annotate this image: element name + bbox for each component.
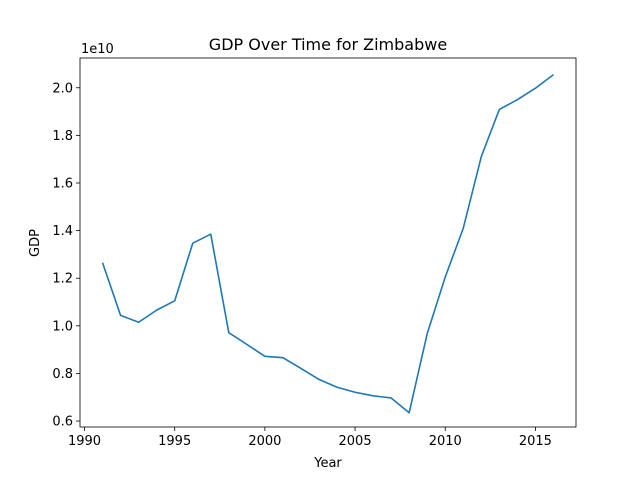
axes-frame xyxy=(79,57,577,428)
y-axis-title: GDP xyxy=(28,229,43,257)
series-line-0 xyxy=(101,74,554,414)
y-tick-label-7: 2.0 xyxy=(52,81,73,96)
y-tick-label-5: 1.6 xyxy=(52,176,73,191)
y-tick-label-4: 1.4 xyxy=(52,224,73,239)
y-tick-label-6: 1.8 xyxy=(52,129,73,144)
chart-title: GDP Over Time for Zimbabwe xyxy=(209,35,447,54)
x-tick-label-1995: 1995 xyxy=(158,434,191,449)
y-tick-label-1: 0.8 xyxy=(52,367,73,382)
x-tick-label-2015: 2015 xyxy=(519,434,552,449)
y-tick-label-0: 0.6 xyxy=(52,415,73,430)
y-tick-label-3: 1.2 xyxy=(52,272,73,287)
x-tick-label-2010: 2010 xyxy=(429,434,462,449)
plot-area: 1990 1995 2000 2005 2010 2015 0.6 0.8 1.0 1.2 1.4 1… xyxy=(52,57,577,449)
y-tick-label-2: 1.0 xyxy=(52,319,73,334)
x-tick-label-2000: 2000 xyxy=(248,434,281,449)
x-axis-title: Year xyxy=(313,456,342,471)
x-tick-label-1990: 1990 xyxy=(68,434,101,449)
y-offset-label: 1e10 xyxy=(81,42,114,57)
x-tick-label-2005: 2005 xyxy=(339,434,372,449)
